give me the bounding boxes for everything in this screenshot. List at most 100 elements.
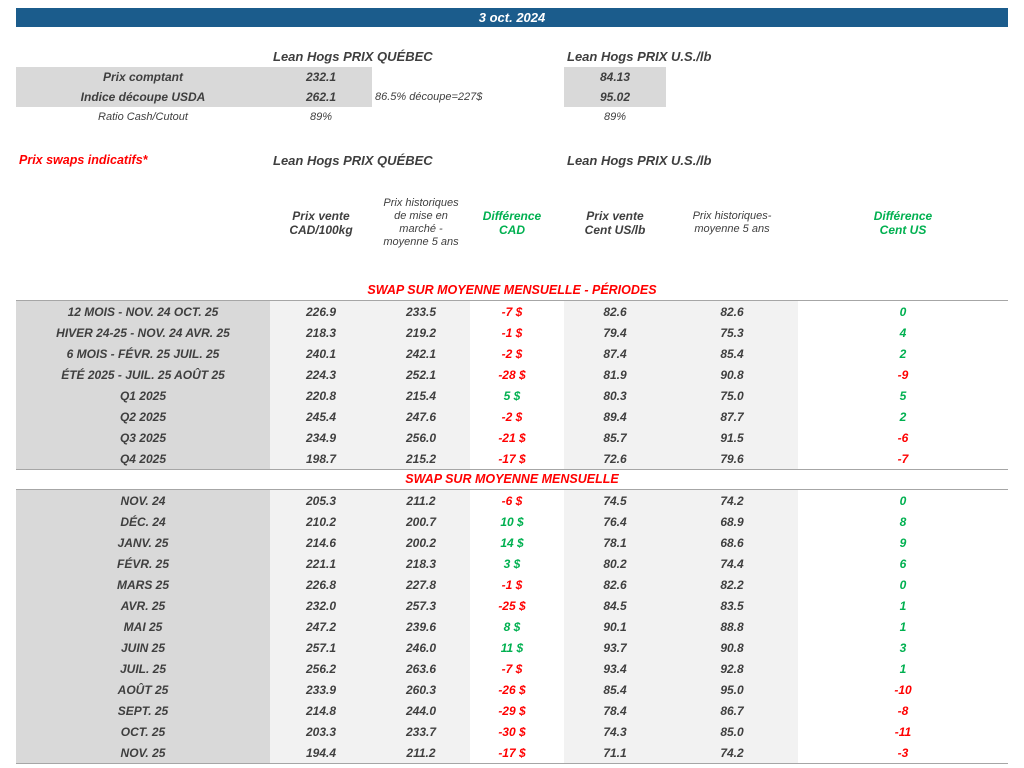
us-price: 89.4 [564, 406, 666, 427]
us-price: 85.7 [564, 427, 666, 448]
us-difference: -7 [897, 451, 909, 466]
cad-difference: -17 $ [498, 745, 526, 760]
swap-row: DÉC. 24 210.2 200.7 10 $ 76.4 68.9 8 [16, 511, 1024, 532]
cad-historical: 244.0 [372, 700, 470, 721]
cad-price: 257.1 [270, 637, 372, 658]
cad-price: 233.9 [270, 679, 372, 700]
swap-row: HIVER 24-25 - NOV. 24 AVR. 25 218.3 219.… [16, 322, 1024, 343]
swap-row: OCT. 25 203.3 233.7 -30 $ 74.3 85.0 -11 [16, 721, 1024, 742]
cad-historical: 233.7 [372, 721, 470, 742]
spot-row: Ratio Cash/Cutout 89% 89% [16, 107, 1024, 127]
us-price: 82.6 [564, 574, 666, 595]
us-price: 84.5 [564, 595, 666, 616]
cad-difference: -25 $ [498, 598, 526, 613]
row-label: Q1 2025 [16, 385, 270, 406]
us-historical: 79.6 [666, 448, 798, 469]
us-price: 81.9 [564, 364, 666, 385]
row-label: NOV. 25 [16, 742, 270, 763]
swap-row: Q4 2025 198.7 215.2 -17 $ 72.6 79.6 -7 [16, 448, 1024, 469]
col-header-cad-price: Prix vente CAD/100kg [289, 208, 353, 237]
cad-difference: 5 $ [503, 388, 521, 403]
row-label: Q3 2025 [16, 427, 270, 448]
us-price: 87.4 [564, 343, 666, 364]
us-historical: 91.5 [666, 427, 798, 448]
cad-difference: 14 $ [500, 535, 524, 550]
report-date: 3 oct. 2024 [478, 10, 546, 25]
cutout-note: 86.5% découpe=227$ [375, 91, 483, 103]
date-header-bar: 3 oct. 2024 [16, 8, 1008, 27]
us-value: 89% [603, 111, 627, 123]
row-label: 12 MOIS - NOV. 24 OCT. 25 [16, 301, 270, 322]
swap-row: Q2 2025 245.4 247.6 -2 $ 89.4 87.7 2 [16, 406, 1024, 427]
swap-row: 6 MOIS - FÉVR. 25 JUIL. 25 240.1 242.1 -… [16, 343, 1024, 364]
us-price: 71.1 [564, 742, 666, 763]
cad-price: 234.9 [270, 427, 372, 448]
us-difference: 0 [899, 577, 907, 592]
cad-historical: 211.2 [372, 490, 470, 511]
us-historical: 88.8 [666, 616, 798, 637]
us-price: 85.4 [564, 679, 666, 700]
cad-difference: -1 $ [501, 325, 523, 340]
cad-price: 194.4 [270, 742, 372, 763]
us-difference: 1 [899, 619, 907, 634]
cad-historical: 246.0 [372, 637, 470, 658]
us-historical: 82.2 [666, 574, 798, 595]
cad-price: 226.8 [270, 574, 372, 595]
swap-row: ÉTÉ 2025 - JUIL. 25 AOÛT 25 224.3 252.1 … [16, 364, 1024, 385]
us-difference: -3 [897, 745, 909, 760]
us-difference: 0 [899, 304, 907, 319]
spot-row: Indice découpe USDA 262.1 86.5% découpe=… [16, 87, 1024, 107]
row-label: Q2 2025 [16, 406, 270, 427]
cad-historical: 263.6 [372, 658, 470, 679]
us-difference: 2 [899, 409, 907, 424]
cad-historical: 219.2 [372, 322, 470, 343]
row-label: MARS 25 [16, 574, 270, 595]
us-price: 82.6 [564, 301, 666, 322]
cad-historical: 252.1 [372, 364, 470, 385]
us-difference: -10 [894, 682, 912, 697]
row-label: Prix comptant [16, 67, 270, 87]
column-headers: Prix vente CAD/100kg Prix historiques de… [16, 186, 1024, 260]
row-label: JANV. 25 [16, 532, 270, 553]
cad-difference: 3 $ [503, 556, 521, 571]
cad-difference: 11 $ [500, 640, 524, 655]
us-historical: 74.2 [666, 490, 798, 511]
row-label: SEPT. 25 [16, 700, 270, 721]
us-historical: 82.6 [666, 301, 798, 322]
swap-row: AOÛT 25 233.9 260.3 -26 $ 85.4 95.0 -10 [16, 679, 1024, 700]
row-label: DÉC. 24 [16, 511, 270, 532]
row-label: Indice découpe USDA [16, 87, 270, 107]
spot-quebec-title: Lean Hogs PRIX QUÉBEC [273, 48, 433, 64]
cad-historical: 233.5 [372, 301, 470, 322]
col-header-us-difference: Différence Cent US [873, 208, 933, 237]
col-header-cad-difference: Différence CAD [482, 208, 542, 237]
swap-row: JUIL. 25 256.2 263.6 -7 $ 93.4 92.8 1 [16, 658, 1024, 679]
row-label: 6 MOIS - FÉVR. 25 JUIL. 25 [16, 343, 270, 364]
row-label: MAI 25 [16, 616, 270, 637]
cad-price: 210.2 [270, 511, 372, 532]
row-label: OCT. 25 [16, 721, 270, 742]
cad-historical: 239.6 [372, 616, 470, 637]
cad-difference: -30 $ [498, 724, 526, 739]
us-historical: 86.7 [666, 700, 798, 721]
us-historical: 90.8 [666, 637, 798, 658]
us-price: 93.7 [564, 637, 666, 658]
us-price: 90.1 [564, 616, 666, 637]
row-label: ÉTÉ 2025 - JUIL. 25 AOÛT 25 [16, 364, 270, 385]
us-difference: 4 [899, 325, 907, 340]
cad-historical: 211.2 [372, 742, 470, 763]
cad-historical: 215.2 [372, 448, 470, 469]
us-historical: 87.7 [666, 406, 798, 427]
us-price: 78.1 [564, 532, 666, 553]
spot-row: Prix comptant 232.1 84.13 [16, 67, 1024, 87]
us-historical: 68.6 [666, 532, 798, 553]
cad-difference: 10 $ [500, 514, 524, 529]
us-price: 79.4 [564, 322, 666, 343]
cad-price: 218.3 [270, 322, 372, 343]
swap-row: JUIN 25 257.1 246.0 11 $ 93.7 90.8 3 [16, 637, 1024, 658]
cad-price: 221.1 [270, 553, 372, 574]
row-label: AVR. 25 [16, 595, 270, 616]
monthly-table: NOV. 24 205.3 211.2 -6 $ 74.5 74.2 0 DÉC… [0, 490, 1024, 763]
us-historical: 74.2 [666, 742, 798, 763]
